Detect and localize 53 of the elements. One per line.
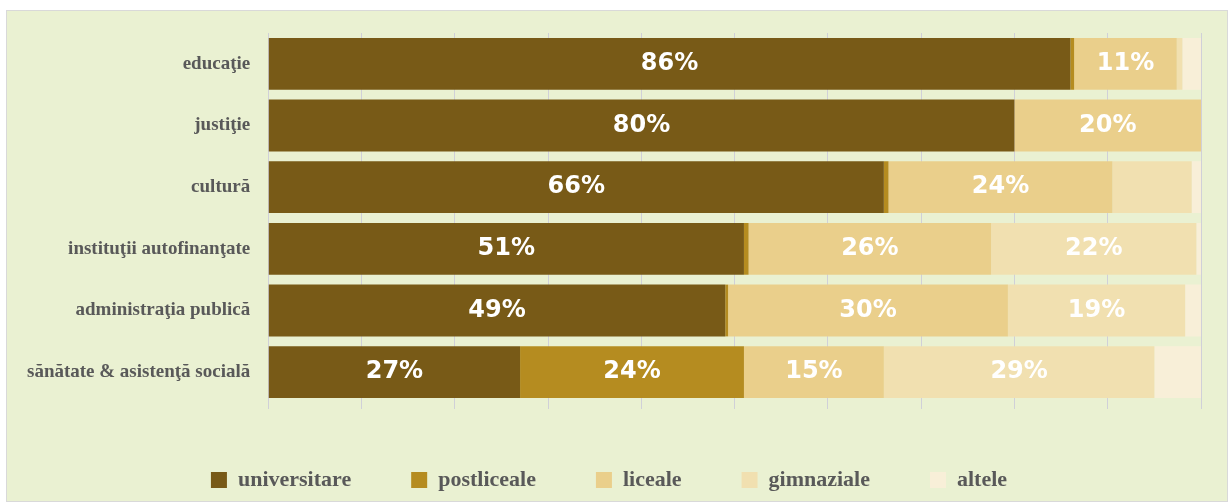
y-tick-label: justiţie (193, 113, 251, 135)
data-label: 26% (841, 233, 899, 262)
bar (1196, 222, 1201, 275)
bar (743, 346, 884, 399)
data-label: 22% (1065, 233, 1123, 262)
bar (268, 346, 521, 399)
legend-label: postliceale (438, 465, 537, 491)
bar (743, 222, 749, 275)
bar (268, 37, 1071, 90)
data-label: 80% (612, 109, 671, 138)
bar (728, 284, 1008, 337)
bar (1176, 37, 1183, 90)
bar (888, 161, 1113, 214)
data-label: 19% (1067, 294, 1126, 323)
y-tick-label: cultură (191, 175, 251, 197)
bar (883, 346, 1155, 399)
y-tick-label: administraţia publică (75, 298, 251, 320)
data-label: 29% (990, 356, 1048, 385)
data-label: 20% (1079, 109, 1137, 138)
data-label: 15% (785, 356, 843, 385)
bar (268, 161, 884, 214)
legend-label: altele (956, 465, 1008, 491)
data-label: 11% (1096, 48, 1155, 77)
bar (1074, 37, 1177, 90)
y-tick-label: educaţie (182, 51, 251, 73)
bar (520, 346, 744, 399)
data-label: 49% (468, 294, 526, 323)
bar (725, 284, 729, 337)
bar (748, 222, 992, 275)
data-label: 66% (547, 171, 606, 200)
bar (991, 222, 1197, 275)
data-label: 86% (640, 48, 699, 77)
data-label: 27% (365, 356, 424, 385)
data-label: 24% (603, 356, 661, 385)
bar (1014, 99, 1201, 152)
bar (1112, 161, 1192, 214)
bar (1182, 37, 1201, 90)
data-label: 30% (839, 294, 897, 323)
data-label: 51% (477, 233, 536, 262)
bar (1191, 161, 1201, 214)
bar (883, 161, 889, 214)
bar (1007, 284, 1186, 337)
bar (1154, 346, 1201, 399)
legend-label: liceale (622, 465, 682, 491)
y-tick-label: sănătate & asistenţă socială (27, 360, 251, 382)
bar (1070, 37, 1075, 90)
y-tick-label: instituţii autofinanţate (68, 236, 251, 258)
legend-label: gimnaziale (768, 465, 871, 491)
data-label: 24% (971, 171, 1030, 200)
bar (268, 222, 744, 275)
legend-label: universitare (237, 465, 352, 491)
bar (268, 284, 726, 337)
bar (268, 99, 1015, 152)
